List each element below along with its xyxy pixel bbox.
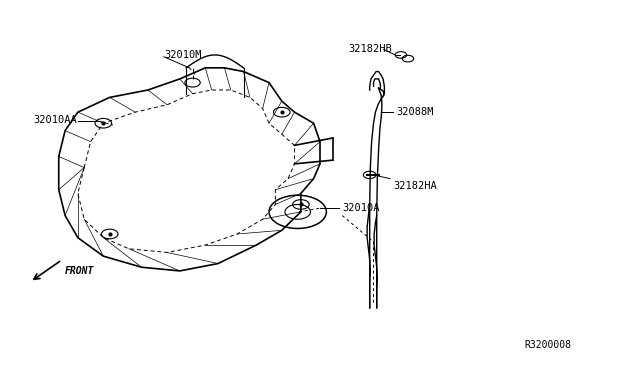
- Text: 32010A: 32010A: [342, 203, 380, 213]
- Text: 32010AA: 32010AA: [33, 115, 77, 125]
- Text: FRONT: FRONT: [65, 266, 95, 276]
- Text: 32182HA: 32182HA: [394, 181, 437, 191]
- Text: 32182HB: 32182HB: [349, 44, 392, 54]
- Text: 32010M: 32010M: [164, 50, 202, 60]
- Text: 32088M: 32088M: [396, 107, 434, 117]
- Text: R3200008: R3200008: [524, 340, 571, 350]
